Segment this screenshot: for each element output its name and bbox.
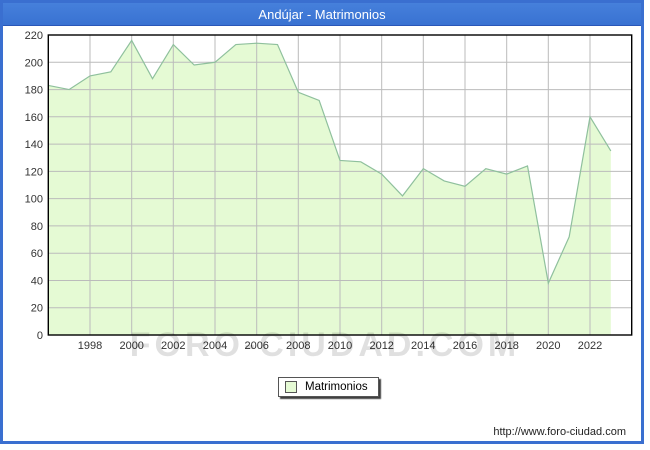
svg-text:180: 180 — [25, 85, 43, 97]
svg-text:40: 40 — [31, 276, 43, 288]
svg-text:2018: 2018 — [494, 340, 518, 352]
svg-text:120: 120 — [25, 166, 43, 178]
svg-text:2016: 2016 — [453, 340, 477, 352]
svg-text:2012: 2012 — [369, 340, 393, 352]
svg-text:2006: 2006 — [244, 340, 268, 352]
svg-text:220: 220 — [25, 30, 43, 42]
svg-text:20: 20 — [31, 303, 43, 315]
svg-text:2008: 2008 — [286, 340, 310, 352]
svg-text:2022: 2022 — [578, 340, 602, 352]
svg-text:80: 80 — [31, 221, 43, 233]
svg-text:2000: 2000 — [119, 340, 143, 352]
svg-text:60: 60 — [31, 248, 43, 260]
svg-text:160: 160 — [25, 112, 43, 124]
svg-text:200: 200 — [25, 57, 43, 69]
svg-text:100: 100 — [25, 194, 43, 206]
svg-text:2002: 2002 — [161, 340, 185, 352]
svg-text:2014: 2014 — [411, 340, 435, 352]
svg-text:2010: 2010 — [328, 340, 352, 352]
svg-text:140: 140 — [25, 139, 43, 151]
svg-text:2020: 2020 — [536, 340, 560, 352]
svg-text:2004: 2004 — [203, 340, 227, 352]
svg-text:0: 0 — [37, 330, 43, 342]
svg-text:1998: 1998 — [78, 340, 102, 352]
